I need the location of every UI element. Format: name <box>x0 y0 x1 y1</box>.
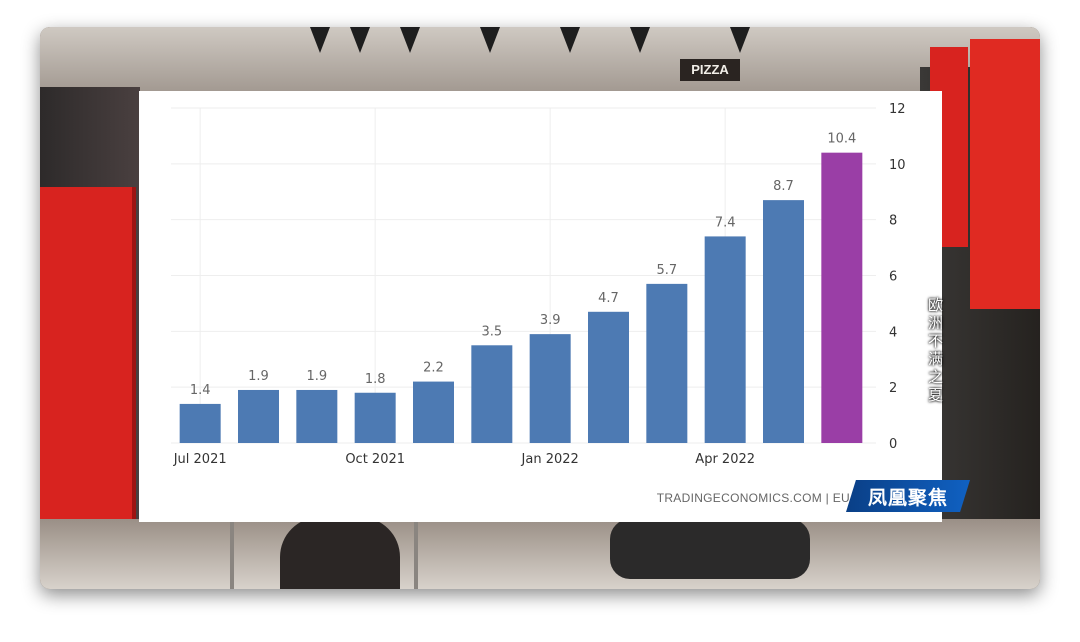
bar-jul-2021 <box>238 389 279 443</box>
y-tick-label: 4 <box>889 325 897 340</box>
data-label: 3.9 <box>540 313 561 328</box>
x-tick-label: Oct 2021 <box>345 452 405 467</box>
data-label: 1.4 <box>190 383 211 398</box>
background-stroller <box>610 519 810 579</box>
y-tick-label: 10 <box>889 158 906 173</box>
x-tick-label: Jan 2022 <box>521 452 579 467</box>
y-tick-label: 6 <box>889 270 897 285</box>
chart-source[interactable]: TRADINGECONOMICS.COM | EU <box>656 491 850 505</box>
bar-oct-2021 <box>413 381 454 443</box>
background-person <box>280 517 400 589</box>
x-tick-label: Apr 2022 <box>695 452 755 467</box>
data-label: 1.9 <box>248 369 269 384</box>
bar-mar-2022 <box>704 236 746 443</box>
y-tick-label: 2 <box>889 381 897 396</box>
data-label: 3.5 <box>481 324 502 339</box>
data-label: 1.8 <box>365 372 386 387</box>
background-floor <box>40 519 1040 589</box>
bar-jan-2022 <box>588 311 629 443</box>
bar-dec-2021 <box>529 334 571 443</box>
bar-aug-2021 <box>296 389 338 443</box>
background-cart <box>230 519 418 589</box>
data-label: 10.4 <box>827 132 856 147</box>
chart-grid <box>171 107 876 444</box>
bar-nov-2021 <box>471 345 513 443</box>
bar-jun-2021 <box>179 403 221 443</box>
y-tick-label: 8 <box>889 214 897 229</box>
bar-may-2022 <box>821 152 863 443</box>
bar-sep-2021 <box>354 392 396 443</box>
bar-chart: 1.4 1.9 1.9 1.8 2.2 3.5 3.9 4.7 5.7 7.4 8.7 10.4 0 2… <box>171 102 906 467</box>
chart-x-axis: Jul 2021 Oct 2021 Jan 2022 Apr 2022 <box>173 452 755 467</box>
channel-logo: 凤凰聚焦 <box>846 480 970 512</box>
x-tick-label: Jul 2021 <box>173 452 227 467</box>
background-ceiling <box>40 27 1040 91</box>
background-pizza-sign: PIZZA <box>680 59 740 81</box>
y-tick-label: 0 <box>889 437 897 452</box>
data-label: 7.4 <box>715 215 736 230</box>
chart-card: 1.4 1.9 1.9 1.8 2.2 3.5 3.9 4.7 5.7 7.4 8.7 10.4 0 2… <box>139 91 942 522</box>
data-label: 5.7 <box>656 263 677 278</box>
data-label: 8.7 <box>773 179 794 194</box>
bar-apr-2022 <box>763 200 804 443</box>
bar-feb-2022 <box>646 283 688 443</box>
chart-bars <box>179 152 863 443</box>
chart-data-labels: 1.4 1.9 1.9 1.8 2.2 3.5 3.9 4.7 5.7 7.4 8.7 10.4 <box>190 132 856 398</box>
chart-y-axis: 0 2 4 6 8 10 12 <box>889 102 906 452</box>
background-red-stand <box>40 187 136 567</box>
vertical-caption: 欧洲 不满之夏 <box>928 296 944 404</box>
data-label: 2.2 <box>423 361 444 376</box>
data-label: 4.7 <box>598 291 619 306</box>
background-red-sign <box>970 39 1040 309</box>
data-label: 1.9 <box>306 369 327 384</box>
y-tick-label: 12 <box>889 102 906 117</box>
